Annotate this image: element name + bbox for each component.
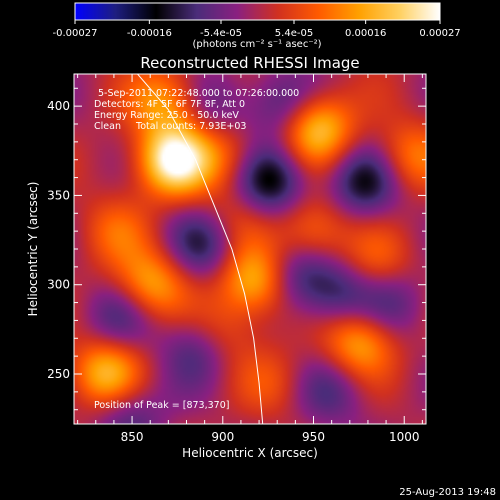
heatmap-plot (74, 74, 426, 424)
colorbar-ticks: -0.00027 -0.00016 -5.4e-05 5.4e-05 0.00016 0.… (53, 20, 461, 39)
annotation-energy-range: Energy Range: 25.0 - 50.0 keV (94, 110, 239, 121)
y-tick-label: 250 (47, 367, 70, 381)
colorbar-tick-label: -5.4e-05 (200, 28, 242, 39)
colorbar-tick-label: -0.00027 (53, 28, 98, 39)
colorbar: -0.00027 -0.00016 -5.4e-05 5.4e-05 0.00016 0.… (53, 2, 461, 50)
heatmap-image (74, 74, 426, 424)
colorbar-tick-label: 5.4e-05 (275, 28, 313, 39)
colorbar-tick-label: 0.00027 (419, 28, 460, 39)
annotation-time-range: 5-Sep-2011 07:22:48.000 to 07:26:00.000 (98, 88, 299, 99)
y-tick-label: 350 (47, 188, 70, 202)
colorbar-units-label: (photons cm⁻² s⁻¹ asec⁻²) (192, 39, 321, 50)
colorbar-tick-label: 0.00016 (345, 28, 386, 39)
x-tick-label: 1000 (389, 430, 420, 444)
y-axis-label: Heliocentric Y (arcsec) (26, 182, 40, 317)
colorbar-strip (74, 2, 441, 21)
annotation-peak-position: Position of Peak = [873,370] (94, 400, 229, 411)
x-axis-label: Heliocentric X (arcsec) (182, 446, 318, 460)
y-tick-label: 400 (47, 99, 70, 113)
image-annotations: 5-Sep-2011 07:22:48.000 to 07:26:00.000 … (94, 88, 299, 411)
y-tick-label: 300 (47, 278, 70, 292)
colorbar-tick-label: -0.00016 (127, 28, 172, 39)
x-tick-label: 850 (121, 430, 144, 444)
x-tick-label: 900 (211, 430, 234, 444)
solar-limb-curve (137, 74, 264, 424)
chart-title: Reconstructed RHESSI Image (140, 54, 359, 72)
annotation-clean-counts: Clean Total counts: 7.93E+03 (94, 121, 246, 132)
annotation-detectors: Detectors: 4F 5F 6F 7F 8F, Att 0 (94, 99, 245, 110)
axis-ticks: 850 900 950 1000 250 300 350 400 (47, 74, 426, 444)
x-tick-label: 950 (302, 430, 325, 444)
footer-timestamp: 25-Aug-2013 19:48 (399, 487, 496, 498)
